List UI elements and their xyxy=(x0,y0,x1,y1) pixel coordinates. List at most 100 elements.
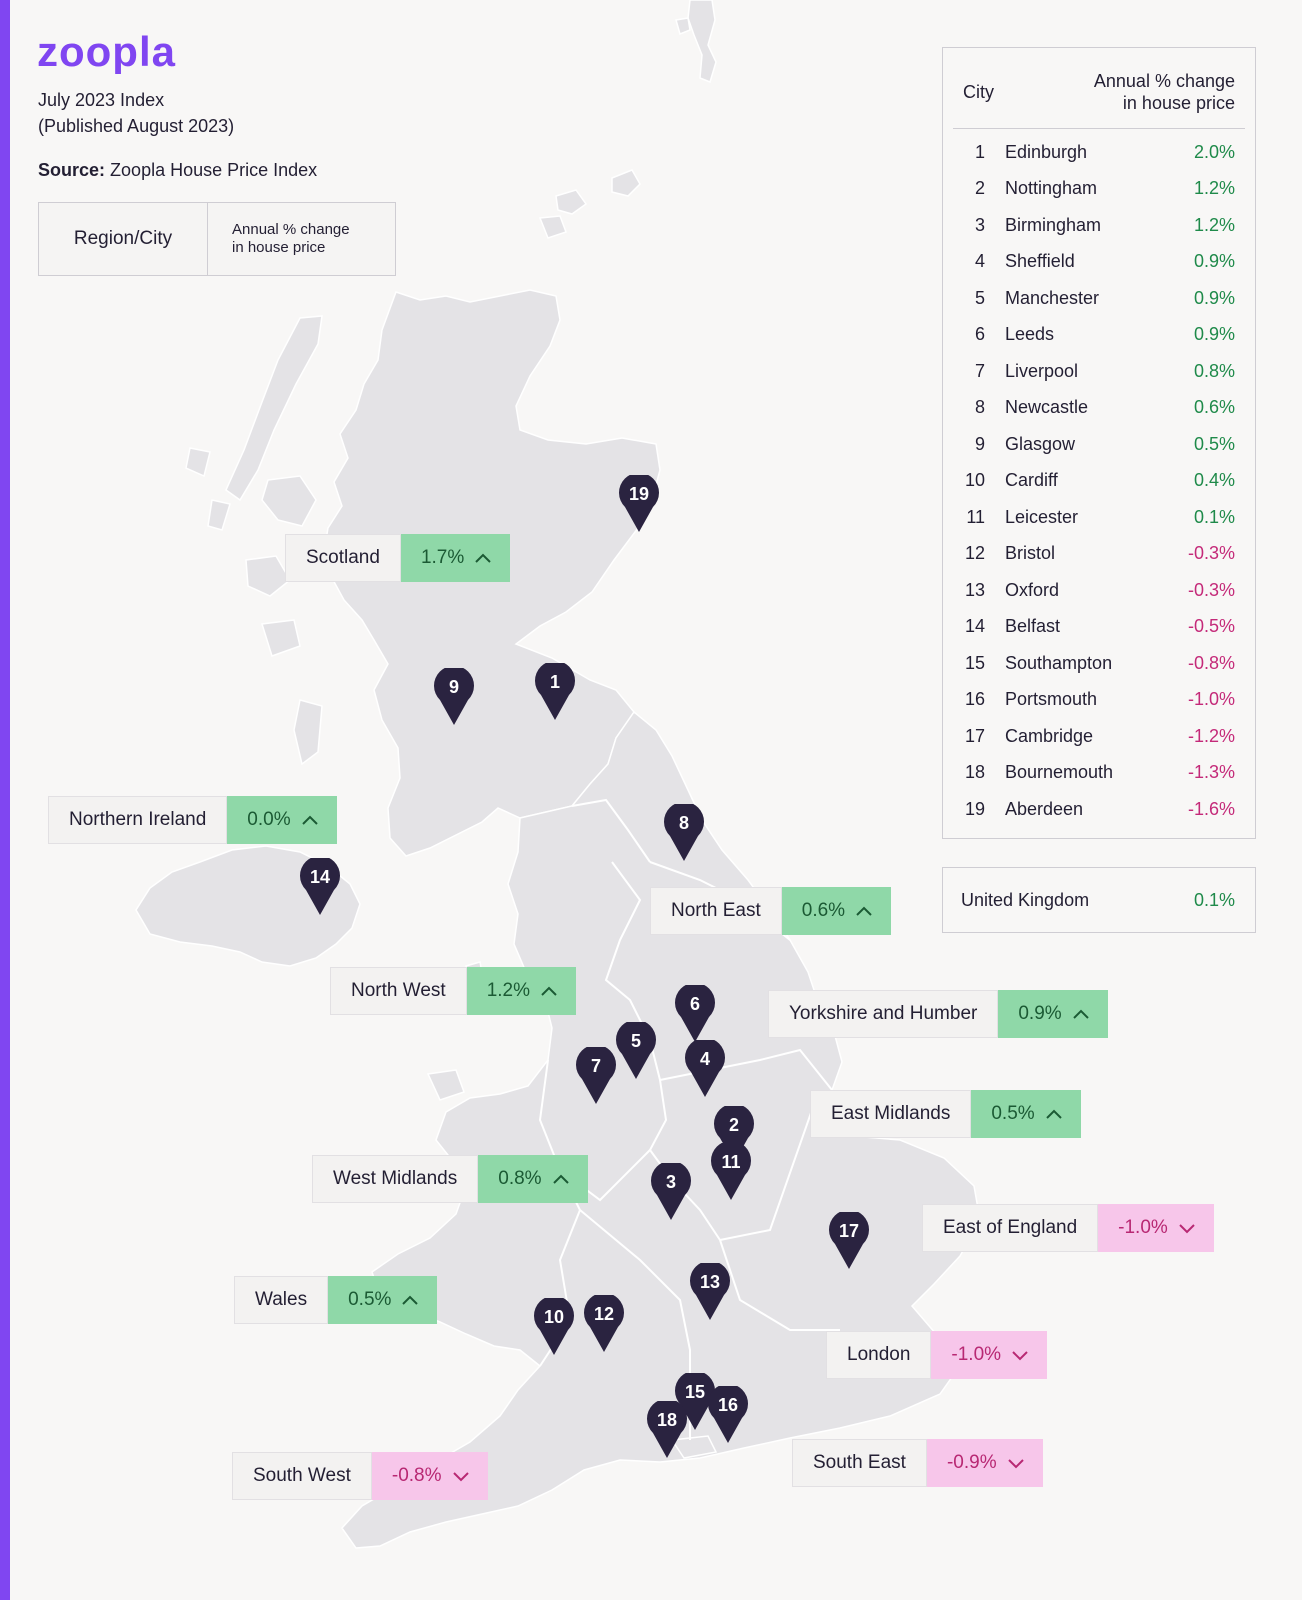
map-pin-icon xyxy=(690,1263,730,1320)
row-city: Aberdeen xyxy=(1005,798,1084,819)
region-value: 1.7% xyxy=(400,534,511,582)
pin-number: 12 xyxy=(593,1304,615,1324)
source-line: Source: Zoopla House Price Index xyxy=(38,160,317,181)
index-title: July 2023 Index xyxy=(38,90,165,110)
region-name: London xyxy=(826,1331,932,1379)
legend-change-line2: in house price xyxy=(232,239,326,256)
map-pin-12[interactable]: 12 xyxy=(584,1295,624,1353)
region-value: 0.8% xyxy=(478,1155,588,1203)
region-value-text: -1.0% xyxy=(951,1344,1002,1365)
map-pin-icon xyxy=(616,1022,656,1079)
region-label-east-midlands: East Midlands 0.5% xyxy=(810,1090,1081,1138)
row-value: 1.2% xyxy=(1193,214,1235,235)
region-value: -0.8% xyxy=(371,1452,488,1500)
region-label-east-of-england: East of England -1.0% xyxy=(922,1204,1214,1252)
row-rank: 1 xyxy=(974,141,985,162)
region-value: -1.0% xyxy=(931,1331,1048,1379)
table-row: 8 Newcastle 0.6% xyxy=(953,390,1235,426)
pin-number: 7 xyxy=(590,1056,601,1076)
row-city: Belfast xyxy=(1005,616,1061,636)
pin-number: 11 xyxy=(721,1152,741,1172)
map-pin-icon xyxy=(534,1298,574,1355)
logo-text: zoopla xyxy=(37,32,176,74)
row-value: 0.6% xyxy=(1193,397,1235,417)
table-row: 16 Portsmouth -1.0% xyxy=(953,682,1235,718)
row-rank: 10 xyxy=(964,470,985,490)
region-value: -0.9% xyxy=(926,1439,1043,1487)
region-value: 0.9% xyxy=(998,990,1108,1038)
arrow-up-icon xyxy=(475,553,491,563)
map-pin-18[interactable]: 18 xyxy=(647,1401,687,1459)
region-name: Scotland xyxy=(285,534,401,582)
row-rank: 19 xyxy=(964,798,985,819)
table-row: 11 Leicester 0.1% xyxy=(953,499,1235,535)
map-pin-15[interactable]: 15 xyxy=(675,1373,715,1431)
table-row: 13 Oxford -0.3% xyxy=(953,572,1235,608)
source-label: Source: xyxy=(38,160,106,180)
row-city: Oxford xyxy=(1005,579,1060,600)
map-pin-icon xyxy=(535,663,575,720)
published-date: (Published August 2023) xyxy=(38,116,235,136)
map-pin-icon xyxy=(664,804,704,861)
row-value: 0.9% xyxy=(1193,251,1235,271)
region-value-text: 0.5% xyxy=(991,1103,1035,1124)
row-rank: 6 xyxy=(974,324,985,344)
region-value-text: 0.6% xyxy=(801,900,846,921)
row-city: Leeds xyxy=(1005,324,1055,344)
map-pin-8[interactable]: 8 xyxy=(664,804,704,862)
region-label-wales: Wales 0.5% xyxy=(234,1276,438,1324)
region-value: 0.6% xyxy=(781,887,892,935)
map-pin-2[interactable]: 2 xyxy=(714,1106,754,1164)
row-value: -1.6% xyxy=(1187,798,1235,819)
source-value: Zoopla House Price Index xyxy=(110,160,318,180)
row-value: 0.9% xyxy=(1193,324,1235,344)
row-rank: 14 xyxy=(964,616,985,636)
pin-number: 17 xyxy=(838,1221,860,1241)
row-rank: 17 xyxy=(964,725,985,746)
region-value-text: -1.0% xyxy=(1118,1217,1168,1238)
map-pin-10[interactable]: 10 xyxy=(534,1298,574,1356)
map-pin-17[interactable]: 17 xyxy=(829,1212,869,1270)
map-pin-icon xyxy=(576,1047,616,1104)
map-pin-16[interactable]: 16 xyxy=(708,1386,748,1444)
map-pin-6[interactable]: 6 xyxy=(675,985,715,1043)
map-pin-3[interactable]: 3 xyxy=(651,1163,691,1221)
region-label-north-west: North West 1.2% xyxy=(330,967,576,1015)
pin-number: 6 xyxy=(689,994,700,1014)
map-pin-14[interactable]: 14 xyxy=(300,858,340,916)
region-label-yorkshire-and-humber: Yorkshire and Humber 0.9% xyxy=(768,990,1108,1038)
map-pin-19[interactable]: 19 xyxy=(619,475,659,533)
map-pin-icon xyxy=(619,475,659,532)
pin-number: 16 xyxy=(717,1395,739,1415)
row-value: -0.3% xyxy=(1187,543,1235,563)
row-value: -0.3% xyxy=(1187,579,1235,600)
map-pin-4[interactable]: 4 xyxy=(685,1040,725,1098)
region-label-west-midlands: West Midlands 0.8% xyxy=(312,1155,588,1203)
map-pin-1[interactable]: 1 xyxy=(535,663,575,721)
region-name: South West xyxy=(232,1452,372,1500)
table-row: 12 Bristol -0.3% xyxy=(953,536,1235,572)
map-pin-13[interactable]: 13 xyxy=(690,1263,730,1321)
region-value: 1.2% xyxy=(466,967,576,1015)
region-value-text: 1.2% xyxy=(486,980,530,1001)
region-label-scotland: Scotland 1.7% xyxy=(285,534,511,582)
map-pin-7[interactable]: 7 xyxy=(576,1047,616,1105)
arrow-down-icon xyxy=(452,1472,469,1482)
region-value: -1.0% xyxy=(1098,1204,1214,1252)
row-city: Nottingham xyxy=(1005,178,1098,198)
region-label-northern-ireland: Northern Ireland 0.0% xyxy=(48,796,337,844)
region-label-london: London -1.0% xyxy=(826,1331,1048,1379)
pin-number: 4 xyxy=(699,1049,710,1069)
map-pin-5[interactable]: 5 xyxy=(616,1022,656,1080)
row-value: 0.4% xyxy=(1193,470,1235,490)
map-pin-9[interactable]: 9 xyxy=(434,668,474,726)
pin-number: 14 xyxy=(309,867,331,887)
pin-number: 3 xyxy=(665,1172,676,1192)
region-value: 0.5% xyxy=(328,1276,438,1324)
map-pin-icon xyxy=(300,858,340,915)
table-row: 2 Nottingham 1.2% xyxy=(953,171,1235,207)
map-pin-11[interactable]: 11 xyxy=(711,1143,751,1201)
uk-total-box: United Kingdom 0.1% xyxy=(942,867,1256,933)
map-pin-icon xyxy=(651,1163,691,1220)
region-value-text: 0.5% xyxy=(348,1289,392,1310)
